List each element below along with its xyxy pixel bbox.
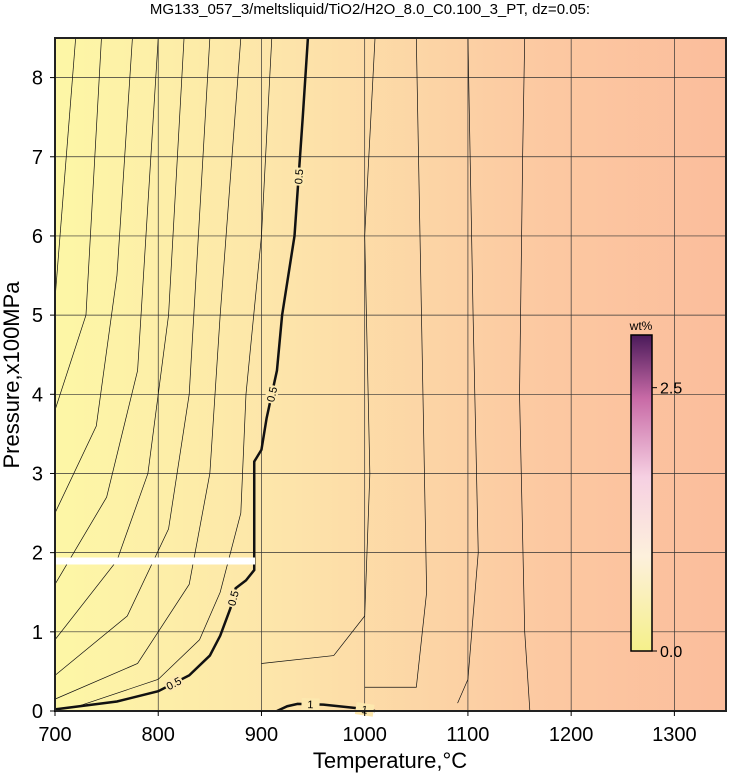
contour-line <box>457 37 479 704</box>
x-tick-label: 700 <box>38 724 71 746</box>
contour-line <box>54 37 310 711</box>
y-axis-label: Pressure,x100MPa <box>0 281 24 469</box>
contours: 0.50.50.50.51 1 <box>54 37 531 717</box>
x-tick-label: 1000 <box>342 724 387 746</box>
contour-line <box>54 37 185 640</box>
colorbar <box>630 334 653 652</box>
x-tick-label: 1300 <box>652 724 697 746</box>
x-tick-label: 900 <box>245 724 278 746</box>
axes: 700 800 900 1000 1100 1200 1300 0 1 2 3 4 5 6 7 8 0.0 2.5 <box>32 68 697 746</box>
contour-line <box>261 37 376 664</box>
contour-line <box>75 37 273 708</box>
x-tick-label: 1100 <box>446 724 489 746</box>
x-axis-label: Temperature,°C <box>313 748 467 773</box>
colorbar-label: wt% <box>629 319 653 333</box>
plot-background <box>55 38 726 711</box>
contour-label-bg <box>162 673 185 693</box>
y-tick-label: 0 <box>32 701 43 723</box>
contour-line <box>54 37 242 700</box>
plot-frame <box>54 37 727 712</box>
contour-line <box>519 37 531 712</box>
contour-label: 1 <box>307 699 313 711</box>
y-tick-label: 6 <box>32 226 43 248</box>
colorbar-tick-label: 2.5 <box>660 381 682 398</box>
y-tick-label: 1 <box>32 622 43 644</box>
contour-line <box>54 37 102 411</box>
contour-label-bg <box>224 587 242 609</box>
contour-line <box>54 37 159 585</box>
y-tick-label: 7 <box>32 147 43 169</box>
x-tick-label: 800 <box>142 724 175 746</box>
y-tick-label: 3 <box>32 463 43 485</box>
y-tick-label: 8 <box>32 68 43 90</box>
x-tick-label: 1200 <box>549 724 594 746</box>
colorbar-tick-label: 0.0 <box>660 644 682 661</box>
contour-label: 0.5 <box>226 590 241 608</box>
contour-label: 0.5 <box>265 386 280 403</box>
contour-label-bg <box>264 384 280 405</box>
contour-label-bg <box>292 167 306 186</box>
y-tick-label: 2 <box>32 543 43 565</box>
grid <box>54 38 726 712</box>
y-tick-label: 4 <box>32 384 43 406</box>
contour-line <box>54 37 76 300</box>
chart-title: MG133_057_3/meltsliquid/TiO2/H2O_8.0_C0.… <box>150 1 590 18</box>
contour-label-bg <box>354 702 375 717</box>
contour-line <box>54 37 211 676</box>
contour-line <box>54 37 133 514</box>
y-tick-label: 5 <box>32 305 43 327</box>
contour-line <box>364 37 427 688</box>
contour-label-bg <box>301 697 320 711</box>
contour-label: 0.5 <box>293 169 306 185</box>
